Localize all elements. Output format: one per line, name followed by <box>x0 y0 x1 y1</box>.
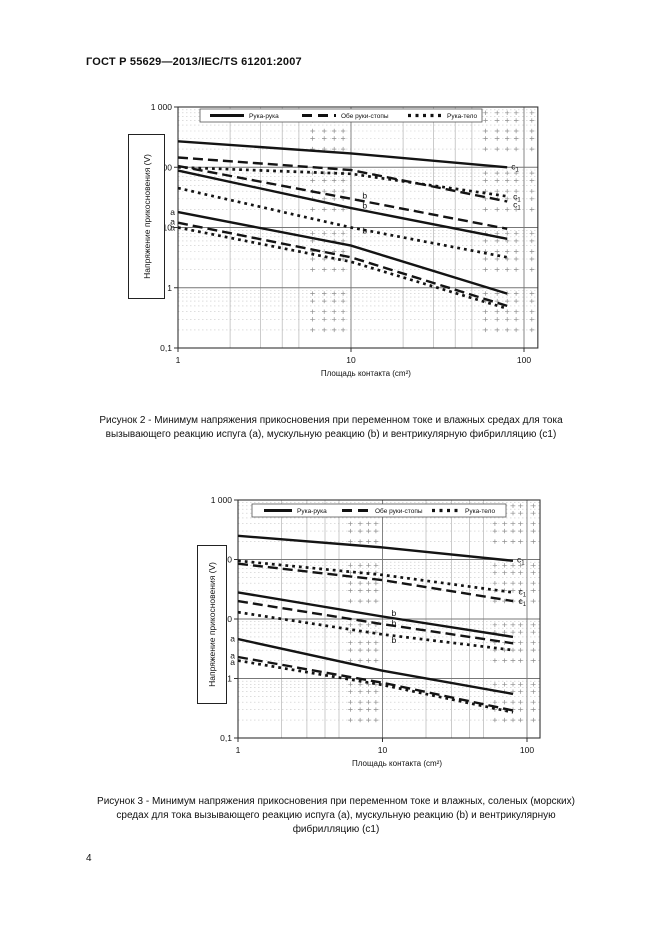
svg-text:1: 1 <box>176 355 181 365</box>
svg-text:Обе руки-стопы: Обе руки-стопы <box>341 112 389 120</box>
figure2-y-axis-title: Напряжение прикосновения (V) <box>141 154 152 279</box>
svg-text:100: 100 <box>158 162 172 172</box>
svg-text:10: 10 <box>223 614 233 624</box>
svg-text:c1: c1 <box>519 587 527 599</box>
svg-text:a: a <box>170 223 175 233</box>
svg-text:1: 1 <box>167 283 172 293</box>
figure3-y-axis-title: Напряжение прикосновения (V) <box>207 562 217 687</box>
svg-text:10: 10 <box>346 355 356 365</box>
svg-text:Рука-рука: Рука-рука <box>249 113 279 120</box>
svg-text:1 000: 1 000 <box>151 102 173 112</box>
figure3-caption: Рисунок 3 - Минимум напряжения прикоснов… <box>97 796 575 836</box>
figure2-caption: Рисунок 2 - Минимум напряжения прикоснов… <box>99 415 563 441</box>
svg-text:a: a <box>230 657 235 667</box>
svg-text:a: a <box>230 650 235 660</box>
figure2-plot-svg: 1 000 100 10 1 0,1 1 10 100 Площадь контакта (cm… <box>151 102 539 378</box>
svg-text:10: 10 <box>163 223 173 233</box>
svg-text:c1: c1 <box>519 596 527 608</box>
svg-text:1: 1 <box>236 745 241 755</box>
svg-text:100: 100 <box>517 355 531 365</box>
svg-text:b: b <box>362 191 367 201</box>
svg-text:a: a <box>230 634 235 644</box>
svg-text:Обе руки-стопы: Обе руки-стопы <box>375 507 423 515</box>
figure2-chart: 1 000 100 10 1 0,1 1 10 100 Площадь контакта (cm… <box>120 95 600 387</box>
svg-text:c1: c1 <box>513 200 521 212</box>
svg-text:1: 1 <box>227 674 232 684</box>
svg-text:Рука-тело: Рука-тело <box>447 113 478 120</box>
svg-text:c1: c1 <box>513 191 521 203</box>
svg-text:10: 10 <box>378 745 388 755</box>
document-header: ГОСТ Р 55629—2013/IEC/TS 61201:2007 <box>86 56 302 68</box>
svg-text:b: b <box>392 608 397 618</box>
svg-text:Площадь контакта (cm²): Площадь контакта (cm²) <box>352 759 442 768</box>
svg-text:1 000: 1 000 <box>211 495 233 505</box>
svg-text:Площадь контакта (cm²): Площадь контакта (cm²) <box>321 369 411 378</box>
svg-text:0,1: 0,1 <box>160 343 172 353</box>
svg-text:Рука-рука: Рука-рука <box>297 508 327 515</box>
page-number: 4 <box>86 853 92 864</box>
svg-text:a: a <box>170 207 175 217</box>
svg-text:c1: c1 <box>517 555 525 567</box>
svg-text:c1: c1 <box>511 162 519 174</box>
svg-text:0,1: 0,1 <box>220 733 232 743</box>
svg-text:b: b <box>392 635 397 645</box>
svg-text:100: 100 <box>520 745 534 755</box>
svg-text:b: b <box>362 201 367 211</box>
svg-text:Рука-тело: Рука-тело <box>465 508 496 515</box>
svg-text:b: b <box>362 225 367 235</box>
svg-text:b: b <box>392 618 397 628</box>
svg-text:a: a <box>170 217 175 227</box>
figure3-y-axis-title-box: Напряжение прикосновения (V) <box>197 545 227 704</box>
figure2-y-axis-title-box: Напряжение прикосновения (V) <box>128 134 165 299</box>
